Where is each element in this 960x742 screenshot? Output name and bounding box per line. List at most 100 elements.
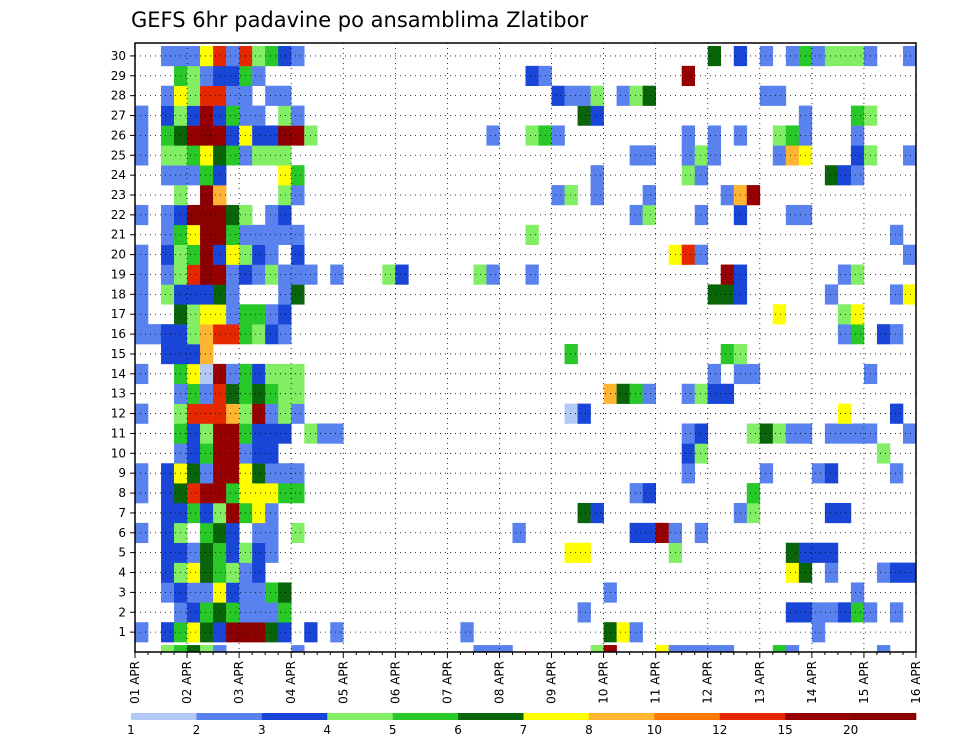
heatmap-cell (811, 463, 826, 484)
heatmap-cell (642, 522, 656, 544)
heatmap-cell (551, 185, 565, 206)
heatmap-cell (161, 483, 175, 504)
heatmap-cell (200, 502, 214, 524)
y-tick-label: 13 (111, 387, 126, 401)
heatmap-cell (850, 582, 865, 603)
heatmap-cell (694, 165, 709, 186)
heatmap-cell (850, 324, 865, 345)
heatmap-cell (252, 502, 266, 524)
heatmap-cell (252, 582, 266, 603)
heatmap-cell (707, 645, 722, 653)
x-tick-label: 01 APR (128, 661, 142, 704)
heatmap-cell (616, 85, 630, 106)
heatmap-cell (746, 185, 761, 206)
heatmap-cell (200, 304, 214, 325)
heatmap-cell (226, 463, 240, 484)
heatmap-cell (330, 423, 344, 444)
heatmap-cell (291, 522, 305, 544)
heatmap-cell (200, 65, 214, 87)
heatmap-cell (265, 423, 279, 444)
heatmap-cell (213, 284, 227, 305)
heatmap-cell (200, 185, 214, 206)
heatmap-cell (278, 85, 292, 106)
heatmap-cell (187, 363, 201, 385)
heatmap-cell (200, 463, 214, 484)
heatmap-cell (200, 324, 214, 345)
heatmap-cell (278, 324, 292, 345)
heatmap-cell (200, 582, 214, 603)
heatmap-cell (213, 85, 227, 106)
heatmap-cell (161, 204, 175, 226)
heatmap-cell (265, 244, 279, 265)
heatmap-cell (824, 502, 839, 524)
heatmap-cell (889, 284, 904, 305)
heatmap-cell (278, 304, 292, 325)
heatmap-cell (642, 383, 656, 404)
heatmap-cell (681, 443, 696, 464)
heatmap-cell (226, 224, 240, 245)
heatmap-cell (226, 542, 240, 563)
x-axis: 01 APR 02 APR 03 APR 04 APR 05 APR 06 APR 07 A… (128, 652, 923, 704)
heatmap-cell (135, 324, 149, 345)
heatmap-cell (161, 542, 175, 563)
heatmap-cell (577, 502, 591, 524)
heatmap-cell (824, 284, 839, 305)
heatmap-cell (629, 145, 643, 166)
heatmap-cell (850, 125, 865, 146)
heatmap-cell (499, 645, 513, 653)
heatmap-cell (135, 264, 149, 285)
heatmap-cell (642, 204, 656, 226)
heatmap-cell (265, 383, 279, 404)
heatmap-cell (213, 602, 227, 623)
heatmap-cell (252, 65, 266, 87)
heatmap-cell (135, 145, 149, 166)
heatmap-cell (213, 463, 227, 484)
y-tick-label: 14 (111, 367, 126, 381)
colorbar-swatch (785, 713, 851, 720)
heatmap-cell (187, 224, 201, 245)
heatmap-cell (694, 145, 709, 166)
heatmap-cell (200, 542, 214, 563)
colorbar-swatch (850, 713, 917, 720)
heatmap-cell (889, 463, 904, 484)
x-tick-label: 07 APR (440, 661, 454, 704)
heatmap-cell (187, 264, 201, 285)
heatmap-cell (278, 622, 292, 643)
heatmap-cell (590, 502, 604, 524)
heatmap-cell (278, 165, 292, 186)
heatmap-cell (200, 622, 214, 643)
heatmap-cell (187, 502, 201, 524)
heatmap-cell (213, 105, 227, 126)
heatmap-cell (252, 105, 266, 126)
heatmap-cell (720, 185, 735, 206)
colorbar-label: 1 (127, 723, 135, 737)
heatmap-cell (291, 244, 305, 265)
heatmap-cell (759, 423, 774, 444)
y-tick-label: 23 (111, 188, 126, 202)
heatmap-cell (460, 622, 474, 643)
y-tick-label: 21 (111, 228, 126, 242)
heatmap-cell (252, 463, 266, 484)
colorbar-swatch (131, 713, 197, 720)
heatmap-cell (161, 45, 175, 67)
heatmap-cell (850, 105, 865, 126)
heatmap-cell (252, 145, 266, 166)
heatmap-cell (551, 85, 565, 106)
heatmap-cell (161, 284, 175, 305)
heatmap-cell (265, 483, 279, 504)
heatmap-cell (161, 145, 175, 166)
heatmap-cell (226, 363, 240, 385)
heatmap-cell (681, 423, 696, 444)
heatmap-cell (278, 403, 292, 424)
heatmap-cell (226, 582, 240, 603)
y-tick-label: 8 (118, 486, 126, 500)
heatmap-cell (200, 105, 214, 126)
heatmap-cell (161, 645, 175, 653)
heatmap-cell (876, 324, 891, 345)
heatmap-cell (785, 204, 800, 226)
heatmap-cell (473, 645, 487, 653)
heatmap-cell (525, 65, 539, 87)
heatmap-cell (135, 244, 149, 265)
heatmap-cell (291, 463, 305, 484)
heatmap-cell (252, 443, 266, 464)
